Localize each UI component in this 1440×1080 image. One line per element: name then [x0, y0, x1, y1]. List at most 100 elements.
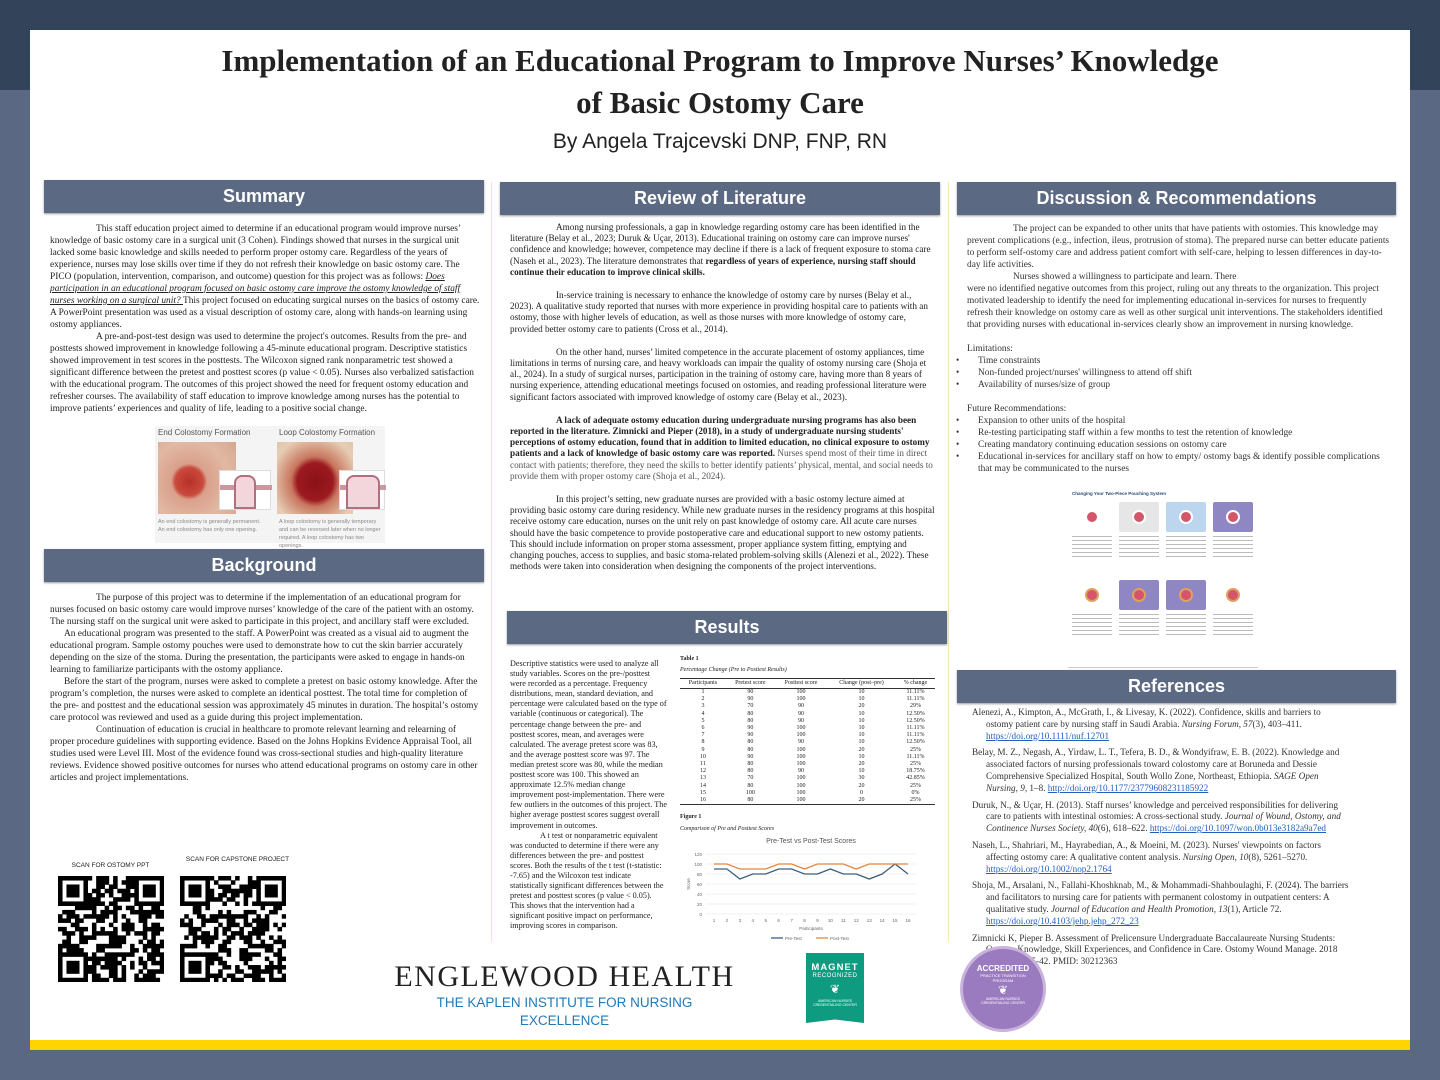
table-row: 1 90 100 10 11.11%	[680, 689, 935, 697]
table-cell: 10	[858, 717, 865, 724]
y-tick-label: 20	[697, 902, 703, 907]
series-line-post-test	[714, 863, 908, 870]
y-tick-label: 80	[697, 872, 703, 877]
poster-title: Implementation of an Educational Program…	[221, 43, 1219, 120]
reference-link[interactable]: https://doi.org/10.4103/jehp.jehp_272_23	[986, 915, 1139, 926]
table-caption: Percentage Change (Pre to Posttest Resul…	[680, 667, 787, 673]
reference-link[interactable]: https://doi.org/10.1097/won.0b013e3182a9…	[1149, 823, 1326, 834]
footer-accent-bar	[30, 1040, 1410, 1050]
x-tick-label: 16	[905, 918, 911, 923]
table-cell: 10	[858, 753, 865, 760]
table-row: 9 80 100 20 25%	[680, 747, 935, 754]
table-cell: 90	[747, 696, 754, 703]
table-cell: 20	[858, 703, 865, 710]
reference-text: Zimnicki K, Pieper B. Assessment of Prel…	[972, 932, 1338, 967]
x-tick-label: 5	[764, 918, 767, 923]
y-tick-label: 40	[697, 892, 703, 897]
table-cell: 100	[796, 775, 806, 782]
reference-link[interactable]: https://doi.org/10.1002/nop2.1764	[986, 863, 1112, 874]
table-cell: 12.50%	[906, 739, 925, 746]
reference-text: Duruk, N., & Uçar, H. (2013). Staff nurs…	[972, 799, 1338, 822]
guide-step	[1213, 580, 1253, 638]
qr-code-ppt[interactable]	[58, 876, 164, 982]
table-cell: 90	[797, 710, 804, 717]
guide-title: Changing Your Two-Piece Pouching System	[1072, 491, 1167, 496]
reference-italic: Nursing Forum, 57	[1181, 718, 1253, 729]
reference-item: Duruk, N., & Uçar, H. (2013). Staff nurs…	[972, 800, 1350, 835]
x-tick-label: 2	[726, 918, 729, 923]
table-row: 5 80 90 10 12.50%	[680, 718, 935, 725]
guide-step	[1213, 502, 1253, 560]
y-tick-label: 120	[694, 852, 702, 857]
table-cell: 0	[860, 789, 864, 796]
reference-after: (3), 403–411.	[1252, 718, 1302, 729]
table-cell: 10	[858, 689, 865, 695]
table-cell: 70	[747, 775, 754, 782]
table-cell: 13	[699, 775, 706, 782]
column-divider	[948, 182, 949, 942]
table-cell: 10	[858, 696, 865, 703]
table-row: 13 70 100 30 42.85%	[680, 775, 935, 782]
table-header: Pretest score	[725, 678, 775, 689]
table-cell: 29%	[909, 703, 921, 710]
y-tick-label: 100	[694, 862, 702, 867]
background-text: The purpose of this project was to deter…	[50, 593, 479, 783]
reference-item: Shoja, M., Arsalani, N., Fallahi-Khoshkn…	[972, 880, 1350, 927]
table-cell: 90	[797, 768, 804, 775]
laurel-icon: ❦	[997, 983, 1009, 997]
reference-after: (6), 618–622.	[1097, 823, 1150, 834]
x-tick-label: 6	[777, 918, 780, 923]
table-cell: 5	[701, 717, 705, 724]
table-cell: 10	[858, 768, 865, 775]
laurel-icon: ❦	[829, 982, 841, 996]
reference-link[interactable]: https://doi.org/10.1111/nuf.12701	[986, 730, 1110, 741]
reference-italic: Nursing Open, 10	[1182, 851, 1249, 862]
table-cell: 4	[701, 710, 705, 717]
reference-text: Belay, M. Z., Negash, A., Yirdaw, L. T.,…	[972, 747, 1340, 781]
reference-link[interactable]: http://doi.org/10.1177/23779608231185922	[1047, 782, 1209, 793]
guide-step	[1119, 502, 1159, 560]
table-cell: 100	[796, 732, 806, 739]
table-cell: 80	[747, 768, 754, 775]
table-cell: 14	[699, 782, 706, 789]
table-row: 4 80 90 10 12.50%	[680, 711, 935, 718]
x-tick-label: 11	[841, 918, 846, 923]
table-cell: 100	[796, 746, 806, 753]
table-cell: 6	[701, 725, 705, 732]
table-cell: 2	[701, 696, 705, 703]
table-cell: 11.11%	[906, 689, 925, 695]
loop-colostomy-diagram	[339, 470, 386, 510]
chart-title: Pre-Test vs Post-Test Scores	[766, 838, 856, 845]
table-cell: 8	[701, 739, 705, 746]
table-cell: 80	[747, 710, 754, 717]
x-tick-label: 3	[739, 918, 742, 923]
table-cell: 30	[858, 775, 865, 782]
table-cell: 100	[796, 782, 806, 789]
table-cell: 25%	[909, 746, 921, 753]
table-cell: 90	[797, 739, 804, 746]
future-label: Future Recommendations:	[967, 404, 1067, 414]
reference-italic: Journal of Wound, Ostomy, and Continence…	[986, 811, 1341, 834]
table-cell: 9	[701, 746, 705, 753]
references-list: Alenezi, A., Kimpton, A., McGrath, I., &…	[972, 707, 1350, 973]
guide-step	[1072, 580, 1112, 638]
table-cell: 42.85%	[906, 775, 925, 782]
table-cell: 80	[747, 717, 754, 724]
percentage-change-table: Participants Pretest score Posttest score C…	[680, 678, 935, 806]
guide-step	[1166, 502, 1206, 560]
table-row: 8 80 90 10 12.50%	[680, 739, 935, 746]
table-row: 15 100 100 0 0%	[680, 790, 935, 797]
summary-heading: Summary	[44, 180, 484, 213]
reference-italic: Journal of Education and Health Promotio…	[1050, 903, 1228, 914]
table-cell: 20	[858, 761, 865, 768]
x-tick-label: 10	[828, 918, 834, 923]
y-axis-label: Score	[686, 878, 691, 890]
x-tick-label: 15	[893, 918, 899, 923]
table-cell: 90	[747, 725, 754, 732]
qr-code-capstone[interactable]	[180, 876, 286, 982]
table-header: Participants	[680, 678, 726, 689]
x-tick-label: 7	[790, 918, 793, 923]
series-line-pre-test	[714, 863, 909, 880]
loop-colostomy-caption: A loop colostomy is generally temporary …	[279, 519, 381, 549]
table-cell: 100	[796, 789, 806, 796]
